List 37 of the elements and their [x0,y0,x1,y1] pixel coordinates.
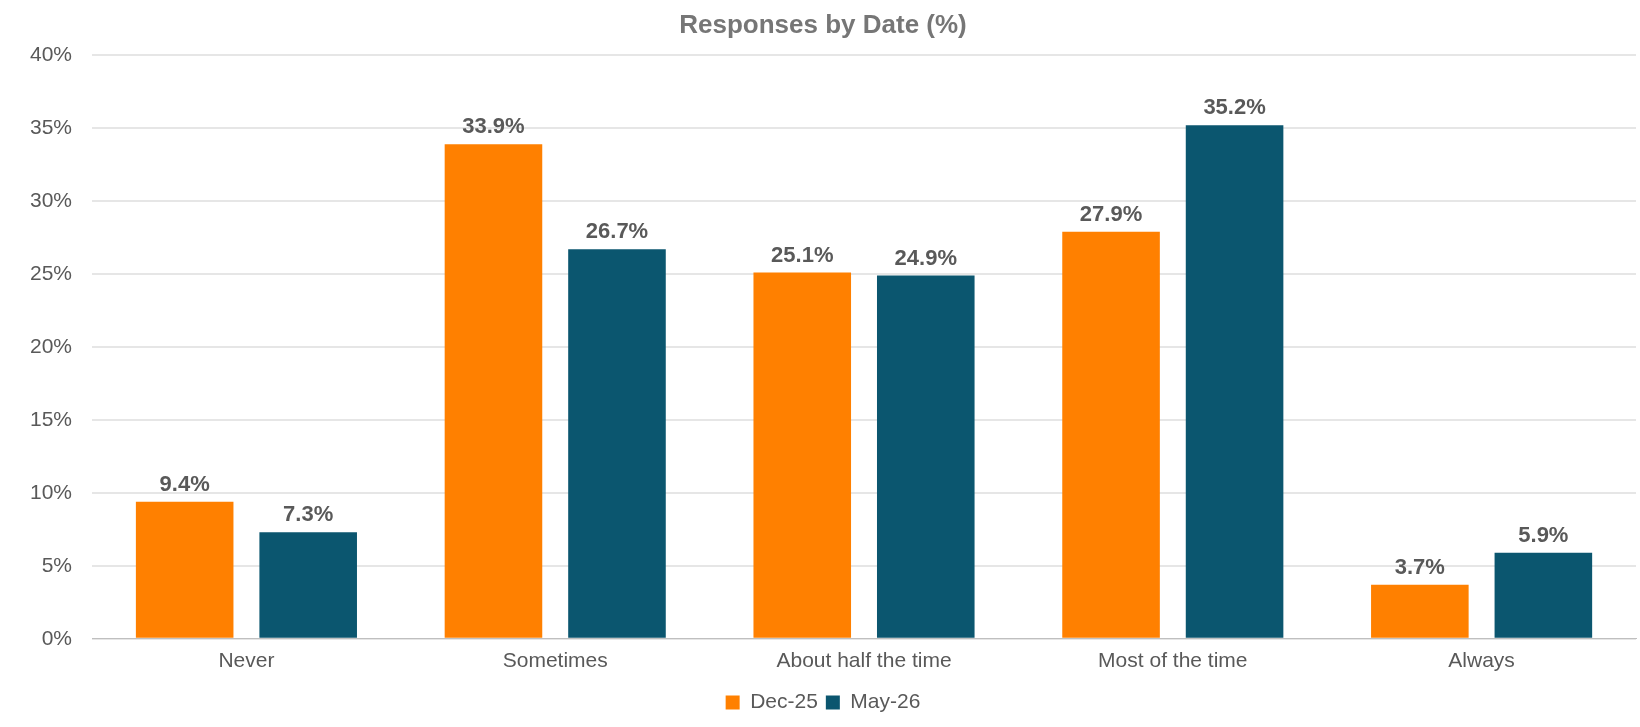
data-label: 26.7% [585,218,649,244]
data-label: 24.9% [894,244,957,270]
x-tick-label: Never [218,648,275,672]
data-label: 9.4% [159,470,210,496]
bar [876,275,975,638]
bar [1185,125,1284,638]
bar [568,249,666,638]
data-label: 3.7% [1394,553,1445,579]
bar [1494,552,1593,638]
data-label: 27.9% [1079,200,1143,226]
y-tick-label: 0% [41,625,73,649]
bar [135,501,234,638]
data-label: 25.1% [771,241,834,267]
data-label: 7.3% [283,501,334,527]
legend-label: Dec-25 [750,689,818,713]
y-tick-label: 10% [30,479,73,503]
data-label: 35.2% [1203,94,1266,120]
legend-label: May-26 [850,689,921,713]
y-tick-label: 20% [30,333,73,357]
x-tick-label: Most of the time [1098,648,1248,672]
chart-title: Responses by Date (%) [679,8,967,39]
y-tick-label: 25% [30,260,73,284]
y-tick-label: 15% [30,406,73,430]
bar [259,532,357,638]
bar [1062,231,1160,638]
x-tick-label: About half the time [776,648,952,672]
x-tick-label: Always [1448,648,1515,672]
y-tick-label: 5% [41,552,73,576]
bar [444,144,543,638]
bar [1371,584,1469,638]
data-label: 5.9% [1518,521,1569,547]
x-tick-label: Sometimes [502,648,608,672]
y-tick-label: 30% [30,187,73,211]
y-tick-label: 40% [30,42,73,65]
y-tick-label: 35% [30,114,73,138]
bar [753,272,852,638]
data-label: 33.9% [462,113,525,139]
